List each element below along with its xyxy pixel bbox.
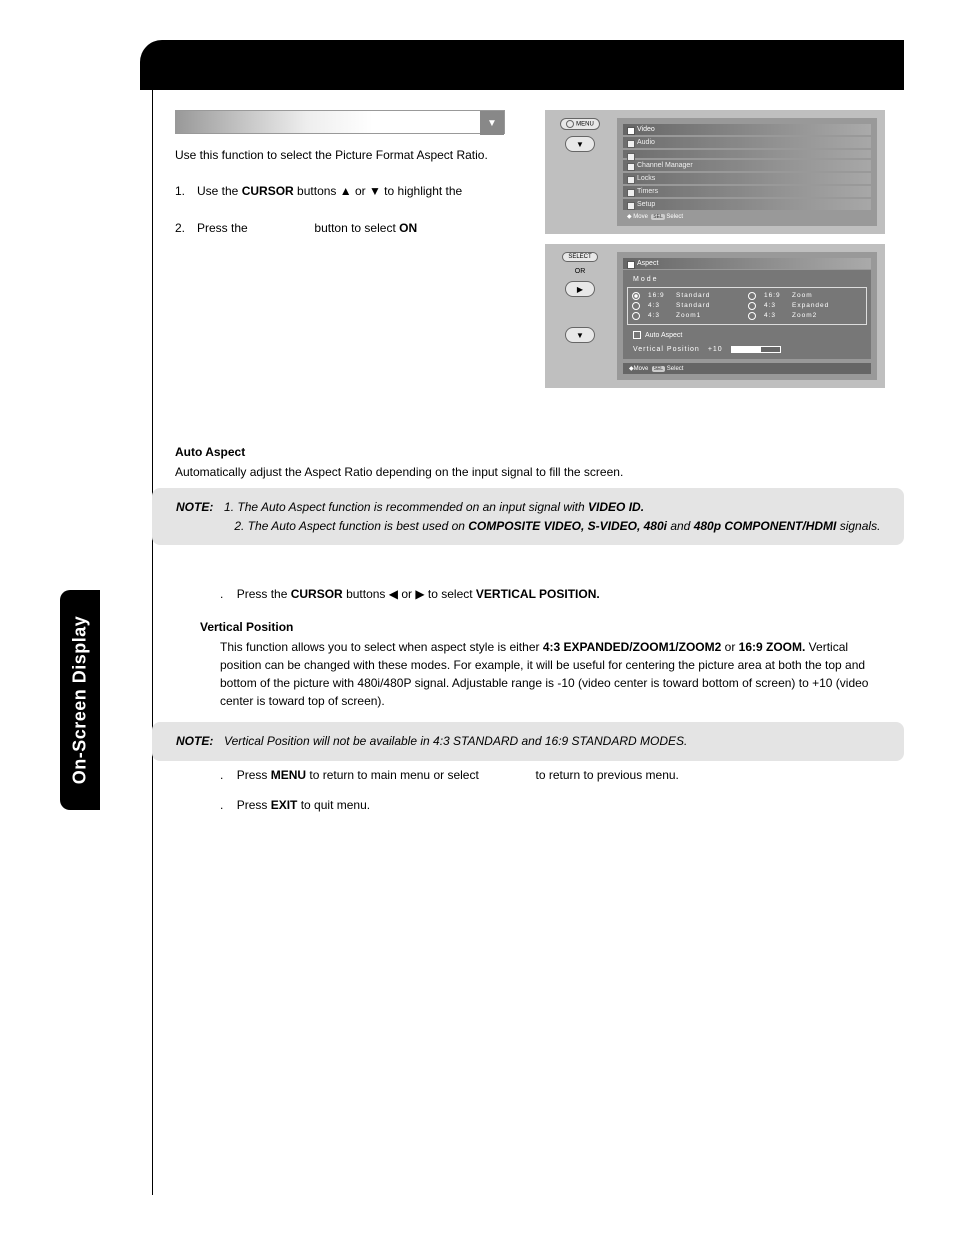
auto-aspect-heading: Auto Aspect bbox=[175, 445, 894, 459]
step-text: Press the button to select ON bbox=[197, 219, 525, 238]
osd-panel: Video Audio Channel Manager Locks Timers… bbox=[617, 118, 877, 226]
osd-item bbox=[623, 150, 871, 158]
osd-item: Video bbox=[623, 124, 871, 135]
note-box-2: NOTE: Vertical Position will not be avai… bbox=[152, 722, 904, 761]
checkbox-icon bbox=[633, 331, 641, 339]
note-label: NOTE: bbox=[176, 734, 213, 748]
mode-grid: 16:9Standard 16:9Zoom 4:3Standard 4:3Exp… bbox=[627, 287, 867, 325]
osd-help: ◆ Move SEL Select bbox=[623, 213, 871, 220]
radio-icon bbox=[748, 292, 756, 300]
step-1: 1. Use the CURSOR buttons ▲ or ▼ to high… bbox=[175, 182, 525, 201]
auto-aspect-row: Auto Aspect bbox=[627, 329, 867, 341]
osd-screenshots: MENU ▼ Video Audio Channel Manager Locks… bbox=[545, 110, 885, 398]
screenshot-aspect: SELECT OR ▶ ▼ Aspect Mode 16:9Standard 1… bbox=[545, 244, 885, 388]
screenshot-menu: MENU ▼ Video Audio Channel Manager Locks… bbox=[545, 110, 885, 234]
osd-help: ◆Move SEL Select bbox=[623, 363, 871, 374]
menu-button-icon: MENU bbox=[560, 118, 600, 130]
down-arrow-icon: ▼ bbox=[565, 327, 595, 343]
select-button-icon: SELECT bbox=[562, 252, 597, 262]
osd-item: Channel Manager bbox=[623, 160, 871, 171]
osd-item: Timers bbox=[623, 186, 871, 197]
top-black-bar bbox=[140, 40, 904, 90]
osd-aspect-title: Aspect bbox=[623, 258, 871, 269]
remote-hint-col: SELECT OR ▶ ▼ bbox=[553, 252, 607, 380]
step-num: 2. bbox=[175, 219, 197, 238]
right-arrow-icon: ▶ bbox=[565, 281, 595, 297]
remote-hint-col: MENU ▼ bbox=[553, 118, 607, 226]
radio-icon bbox=[632, 302, 640, 310]
step-num: 1. bbox=[175, 182, 197, 201]
radio-icon bbox=[748, 312, 756, 320]
slider-icon bbox=[731, 346, 781, 353]
left-column: ▼ Use this function to select the Pictur… bbox=[175, 110, 525, 256]
step-text: Use the CURSOR buttons ▲ or ▼ to highlig… bbox=[197, 182, 525, 201]
radio-icon bbox=[748, 302, 756, 310]
step-2: 2. Press the button to select ON bbox=[175, 219, 525, 238]
osd-item: Audio bbox=[623, 137, 871, 148]
side-tab-label: On-Screen Display bbox=[70, 616, 91, 785]
radio-icon bbox=[632, 292, 640, 300]
note-box-1: NOTE: 1. The Auto Aspect function is rec… bbox=[152, 488, 904, 545]
osd-item: Locks bbox=[623, 173, 871, 184]
note-label: NOTE: bbox=[176, 500, 213, 514]
down-arrow-icon: ▼ bbox=[565, 136, 595, 152]
auto-aspect-text: Automatically adjust the Aspect Ratio de… bbox=[175, 463, 894, 481]
section-title-bar: ▼ bbox=[175, 110, 505, 134]
tail-step-menu: . Press MENU to return to main menu or s… bbox=[220, 768, 874, 782]
or-label: OR bbox=[575, 268, 586, 275]
osd-aspect-panel: Aspect Mode 16:9Standard 16:9Zoom 4:3Sta… bbox=[617, 252, 877, 380]
vertical-position-row: Vertical Position +10 bbox=[627, 344, 867, 355]
side-tab: On-Screen Display bbox=[60, 590, 100, 810]
mode-box: Mode 16:9Standard 16:9Zoom 4:3Standard 4… bbox=[623, 270, 871, 359]
radio-icon bbox=[632, 312, 640, 320]
intro-text: Use this function to select the Picture … bbox=[175, 146, 525, 164]
osd-item: Setup bbox=[623, 199, 871, 210]
auto-aspect-section: Auto Aspect Automatically adjust the Asp… bbox=[175, 445, 894, 481]
vertical-rule bbox=[152, 90, 153, 1195]
tail-step-exit: . Press EXIT to quit menu. bbox=[220, 798, 874, 812]
vp-text: This function allows you to select when … bbox=[220, 638, 884, 710]
dropdown-icon: ▼ bbox=[480, 111, 504, 135]
mode-label: Mode bbox=[633, 276, 867, 283]
substep-vp: . Press the CURSOR buttons ◀ or ▶ to sel… bbox=[220, 585, 884, 604]
vp-heading: Vertical Position bbox=[200, 620, 884, 634]
vertical-position-section: Vertical Position This function allows y… bbox=[200, 620, 884, 710]
